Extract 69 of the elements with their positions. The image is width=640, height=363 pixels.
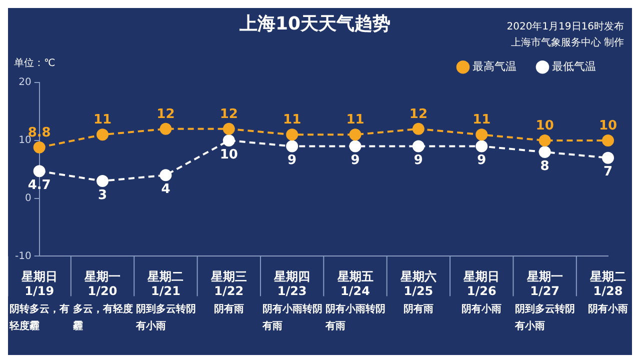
point — [222, 134, 235, 146]
point — [412, 122, 424, 135]
y-tick-label: 10 — [18, 135, 32, 146]
data-label: 11 — [283, 112, 302, 128]
point — [96, 128, 109, 141]
text: 阴到多云转阴有小雨 — [514, 302, 576, 332]
data-label: 10 — [598, 118, 618, 134]
point — [349, 140, 362, 152]
data-label: 10 — [536, 118, 554, 134]
text: 阴到多云转阴有小雨 — [135, 302, 196, 332]
x-tick-label: 星期四 1/23 — [273, 270, 310, 298]
data-label: 12 — [409, 106, 428, 122]
data-label: 11 — [93, 112, 112, 128]
text: 上海市气象服务中心 制作 — [510, 36, 624, 49]
x-tick-label: 星期二 1/28 — [589, 270, 626, 298]
data-label: 10 — [220, 147, 238, 162]
data-label: 9 — [477, 153, 486, 168]
text: 阴有小雨转阴有雨 — [261, 302, 322, 332]
data-label: 4 — [161, 182, 170, 198]
point — [349, 128, 362, 141]
text: 阴有小雨 — [588, 302, 628, 315]
data-label: 4.7 — [28, 178, 51, 194]
x-tick-label: 星期日 1/26 — [462, 270, 500, 298]
data-label: 9 — [288, 153, 297, 168]
point — [33, 141, 46, 154]
data-label: 8 — [540, 158, 550, 174]
point — [286, 140, 298, 152]
text: 阴有雨 — [214, 302, 244, 315]
point — [160, 122, 172, 135]
legend-label: 最高气温 — [472, 60, 516, 73]
point — [476, 140, 488, 152]
point — [538, 146, 551, 158]
point — [96, 174, 109, 187]
y-tick-label: 20 — [18, 77, 32, 88]
y-tick-label: 0 — [24, 192, 32, 204]
text: 阴有小雨 — [462, 302, 502, 315]
point — [476, 128, 488, 141]
legend-label: 最低气温 — [552, 60, 596, 73]
x-tick-label: 星期六 1/25 — [399, 270, 436, 298]
data-label: 9 — [414, 153, 423, 168]
x-tick-label: 星期三 1/22 — [210, 270, 247, 298]
data-label: 9 — [350, 153, 360, 168]
text: 阴有小雨转阴有雨 — [324, 302, 386, 332]
y-axis-title: 单位：℃ — [14, 57, 56, 70]
text: 2020年1月19日16时发布 — [506, 20, 624, 33]
x-tick-label: 星期一 1/20 — [84, 270, 121, 298]
text: 阴有雨 — [403, 302, 434, 315]
point — [286, 128, 298, 141]
data-label: 12 — [220, 106, 238, 122]
x-tick-label: 星期一 1/27 — [526, 270, 563, 298]
text: 多云，有轻度霾 — [72, 302, 133, 332]
data-label: 12 — [156, 106, 175, 122]
point — [33, 165, 46, 178]
data-label: 3 — [98, 188, 108, 203]
y-tick-label: -10 — [14, 250, 32, 262]
data-label: 11 — [472, 112, 491, 128]
data-label: 11 — [346, 112, 364, 128]
point — [412, 140, 424, 152]
chart-title: 上海10天天气趋势 — [238, 13, 391, 34]
point — [602, 152, 614, 164]
text: 阴转多云，有轻度霾 — [8, 302, 70, 332]
x-tick-label: 星期二 1/21 — [146, 270, 184, 298]
data-label: 7 — [603, 164, 613, 180]
point — [538, 134, 551, 146]
x-tick-label: 星期日 1/19 — [20, 270, 58, 298]
point — [160, 169, 172, 182]
point — [602, 134, 614, 146]
x-tick-label: 星期五 1/24 — [336, 270, 374, 298]
point — [222, 122, 235, 135]
